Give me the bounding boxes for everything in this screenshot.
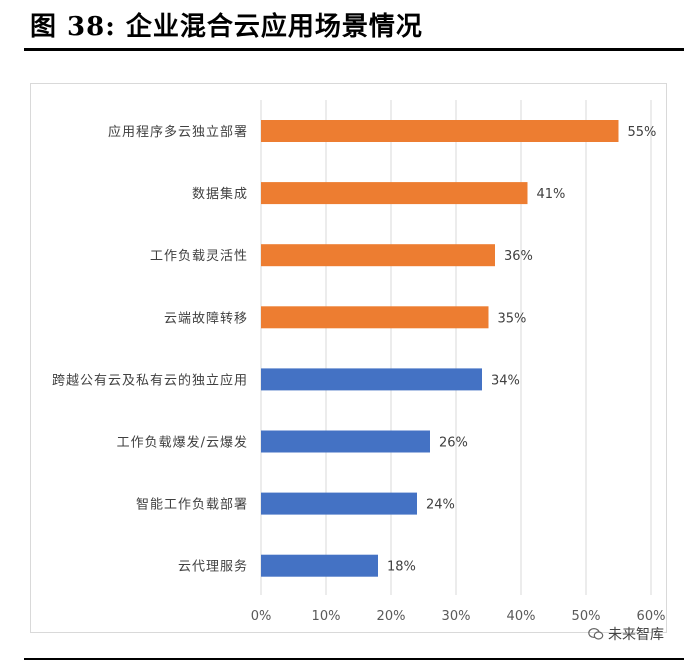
category-label: 工作负载灵活性 bbox=[150, 249, 248, 264]
x-tick-label: 50% bbox=[572, 609, 601, 624]
x-tick-label: 10% bbox=[312, 609, 341, 624]
data-label: 35% bbox=[498, 311, 527, 326]
bar bbox=[261, 244, 495, 267]
bar bbox=[261, 182, 528, 205]
category-label: 云端故障转移 bbox=[164, 311, 248, 326]
bar bbox=[261, 554, 378, 577]
data-label: 55% bbox=[628, 125, 657, 140]
bar bbox=[261, 120, 619, 142]
bar bbox=[261, 368, 482, 391]
chart-frame bbox=[30, 83, 667, 633]
x-tick-label: 20% bbox=[377, 609, 406, 624]
x-tick-label: 60% bbox=[637, 609, 666, 624]
data-label: 26% bbox=[439, 436, 468, 451]
category-label: 应用程序多云独立部署 bbox=[108, 124, 248, 140]
x-tick-label: 40% bbox=[507, 609, 536, 624]
data-label: 24% bbox=[426, 498, 455, 513]
x-tick-label: 0% bbox=[251, 609, 272, 624]
category-label: 智能工作负载部署 bbox=[136, 498, 248, 513]
bottom-rule bbox=[24, 658, 684, 660]
category-label: 云代理服务 bbox=[178, 559, 248, 575]
figure-title: 图 38: 企业混合云应用场景情况 bbox=[30, 12, 423, 42]
watermark: 未来智库 bbox=[588, 624, 664, 644]
category-label: 跨越公有云及私有云的独立应用 bbox=[52, 372, 248, 388]
data-label: 18% bbox=[387, 560, 416, 575]
data-label: 36% bbox=[504, 249, 533, 264]
data-label: 41% bbox=[537, 187, 566, 202]
title-rule bbox=[24, 48, 684, 51]
watermark-text: 未来智库 bbox=[608, 627, 664, 643]
data-label: 34% bbox=[491, 373, 520, 388]
bar bbox=[261, 306, 489, 329]
wechat-icon bbox=[588, 627, 604, 640]
bar bbox=[261, 492, 417, 515]
category-label: 工作负载爆发/云爆发 bbox=[117, 435, 248, 451]
category-label: 数据集成 bbox=[192, 186, 248, 202]
x-tick-label: 30% bbox=[442, 609, 471, 624]
bar bbox=[261, 430, 430, 453]
